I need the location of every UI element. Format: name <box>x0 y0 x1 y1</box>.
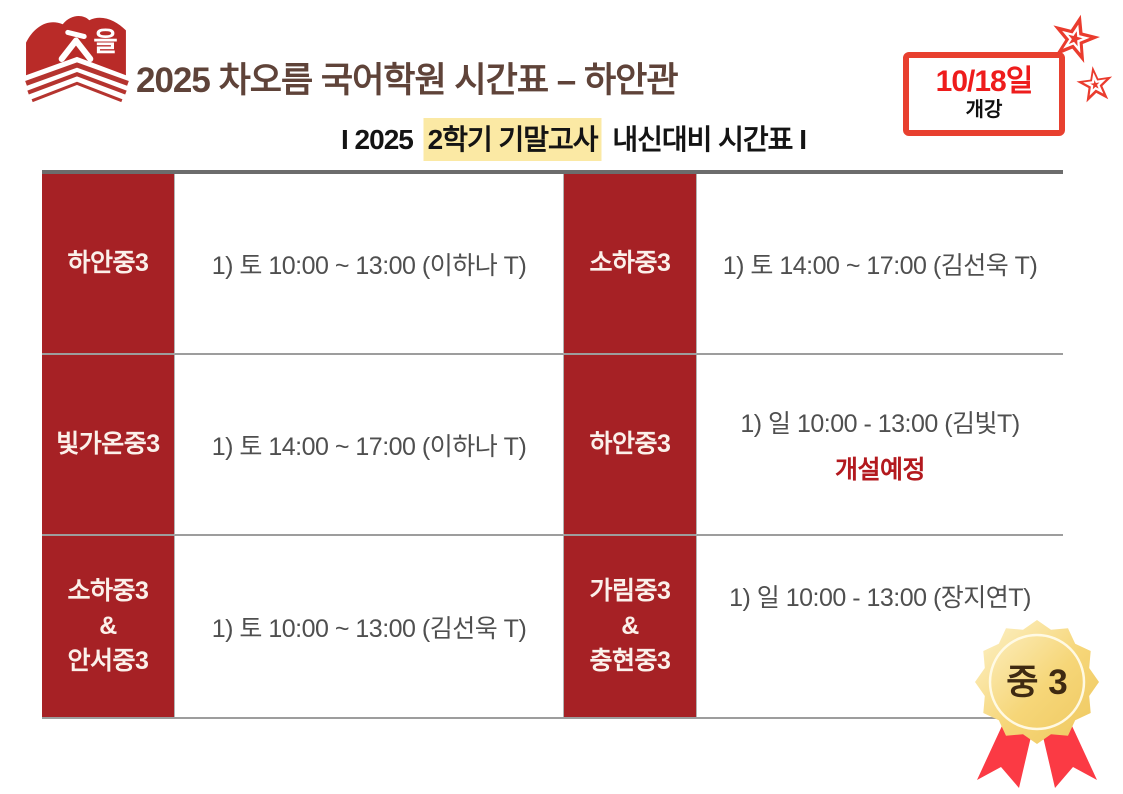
subtitle-suffix: 내신대비 시간표 I <box>612 124 807 155</box>
school-cell: 하안중3 <box>42 174 175 355</box>
school-cell: 소하중3 <box>564 174 697 355</box>
school-line: & <box>99 612 117 640</box>
schedule-cell: 1) 토 10:00 ~ 13:00 (이하나 T) <box>175 174 564 355</box>
subtitle-prefix: I 2025 <box>340 124 414 155</box>
page-title: 2025 차오름 국어학원 시간표 – 하안관 <box>136 61 679 100</box>
timetable: 하안중3 1) 토 10:00 ~ 13:00 (이하나 T) 소하중3 1) … <box>42 170 1063 719</box>
school-line: 안서중3 <box>67 647 149 675</box>
school-line: 충현중3 <box>589 647 671 675</box>
schedule-text: 1) 일 10:00 - 13:00 (김빛T) <box>740 409 1020 438</box>
school-cell: 하안중3 <box>564 355 697 536</box>
school-cell: 소하중3 & 안서중3 <box>42 536 175 717</box>
open-date: 10/18일 <box>935 65 1034 99</box>
schedule-cell: 1) 토 14:00 ~ 17:00 (이하나 T) <box>175 355 564 536</box>
open-date-box: 10/18일 개강 <box>903 52 1065 136</box>
grade-seal: 중 3 <box>975 620 1099 788</box>
schedule-cell: 1) 일 10:00 - 13:00 (김빛T) 개설예정 <box>697 355 1063 536</box>
schedule-note: 개설예정 <box>834 455 926 484</box>
schedule-cell: 1) 토 14:00 ~ 17:00 (김선욱 T) <box>697 174 1063 355</box>
stars-icon <box>1053 14 1113 103</box>
school-cell: 빛가온중3 <box>42 355 175 536</box>
subtitle-highlight: 2학기 기말고사 <box>423 118 602 161</box>
logo-text: 을 <box>93 27 117 57</box>
school-line: 소하중3 <box>67 577 149 605</box>
school-cell: 가림중3 & 충현중3 <box>564 536 697 717</box>
seal-starburst <box>975 620 1099 744</box>
school-line: & <box>621 612 639 640</box>
open-label: 개강 <box>965 98 1003 121</box>
seal-label: 중 3 <box>1006 663 1067 702</box>
school-line: 가림중3 <box>589 577 671 605</box>
subtitle: I 2025 2학기 기말고사 내신대비 시간표 I <box>340 118 807 161</box>
schedule-cell: 1) 토 10:00 ~ 13:00 (김선욱 T) <box>175 536 564 717</box>
chaoreum-logo-icon: 을 <box>25 16 129 103</box>
